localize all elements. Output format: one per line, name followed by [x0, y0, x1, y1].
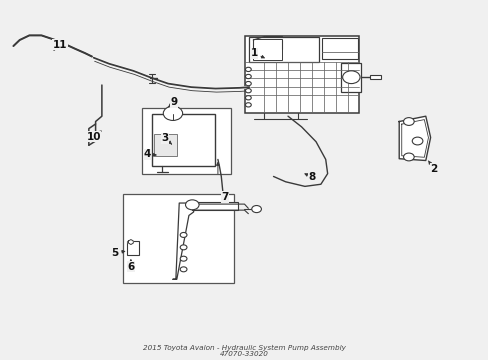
- Circle shape: [251, 206, 261, 213]
- Circle shape: [180, 267, 186, 272]
- Text: 4: 4: [143, 149, 156, 159]
- Bar: [153, 134, 177, 156]
- Circle shape: [180, 233, 186, 238]
- Text: 10: 10: [86, 131, 101, 142]
- Bar: [122, 194, 233, 283]
- Text: 5: 5: [111, 248, 124, 258]
- Circle shape: [180, 256, 186, 261]
- Polygon shape: [173, 203, 193, 279]
- Text: 2015 Toyota Avalon - Hydraulic System Pump Assembly: 2015 Toyota Avalon - Hydraulic System Pu…: [143, 345, 345, 351]
- Bar: [249, 37, 319, 62]
- Bar: [151, 114, 214, 166]
- Circle shape: [180, 245, 186, 250]
- Bar: [126, 241, 139, 255]
- Circle shape: [245, 103, 251, 107]
- Bar: [253, 39, 282, 60]
- Circle shape: [245, 75, 251, 78]
- Text: 1: 1: [250, 48, 264, 58]
- Text: 8: 8: [304, 172, 315, 182]
- Text: 47070-33020: 47070-33020: [220, 351, 268, 357]
- Circle shape: [403, 118, 413, 125]
- Bar: [245, 36, 358, 113]
- Circle shape: [185, 200, 199, 210]
- Bar: [341, 63, 361, 92]
- Text: 2: 2: [427, 161, 437, 174]
- Circle shape: [245, 81, 251, 86]
- Bar: [192, 202, 238, 210]
- Text: 7: 7: [221, 191, 228, 202]
- Circle shape: [411, 137, 422, 145]
- Text: 3: 3: [161, 133, 171, 144]
- Bar: [142, 108, 231, 174]
- Circle shape: [245, 96, 251, 100]
- Circle shape: [403, 153, 413, 161]
- Circle shape: [245, 89, 251, 93]
- Circle shape: [245, 67, 251, 72]
- Circle shape: [163, 106, 182, 121]
- Text: 11: 11: [53, 40, 67, 50]
- Text: 9: 9: [168, 97, 178, 107]
- Bar: [369, 75, 380, 79]
- Polygon shape: [128, 239, 133, 244]
- Circle shape: [342, 71, 359, 84]
- Text: 6: 6: [127, 260, 134, 272]
- Bar: [321, 37, 357, 59]
- Polygon shape: [398, 116, 430, 161]
